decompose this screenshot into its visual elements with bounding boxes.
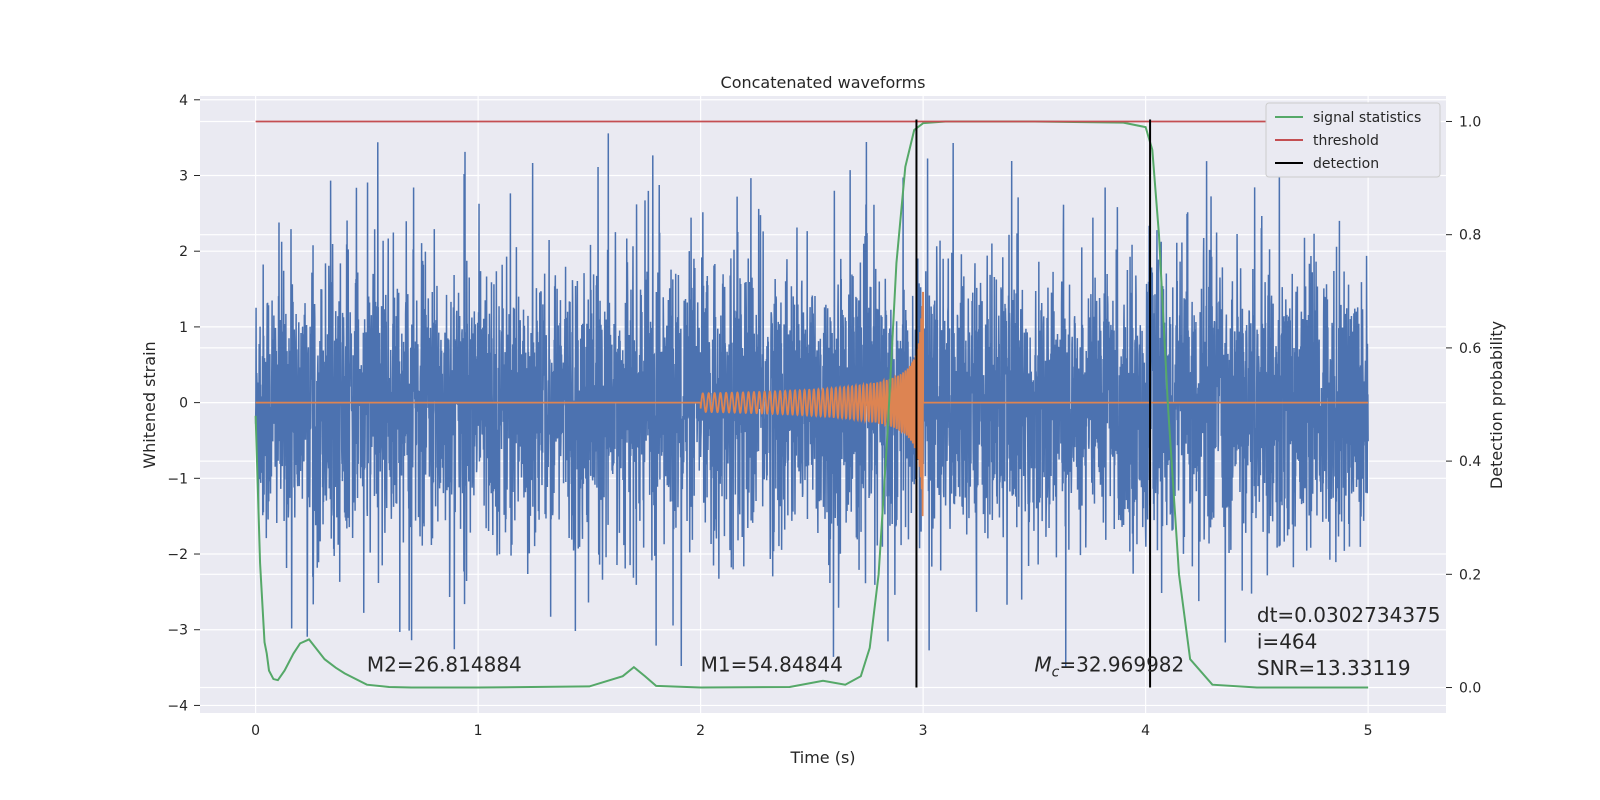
annotation-text: M2=26.814884 — [367, 652, 522, 676]
y2-tick-label: 0.6 — [1459, 341, 1481, 357]
x-tick-label: 5 — [1364, 723, 1373, 739]
y-tick-label: −1 — [167, 471, 188, 487]
y-tick-label: −4 — [167, 698, 188, 714]
annotation-text: SNR=13.33119 — [1257, 656, 1411, 680]
legend-box — [1265, 102, 1441, 178]
legend-label-signal-statistics: signal statistics — [1313, 110, 1421, 126]
x-tick-label: 2 — [696, 723, 705, 739]
y-axis-ticks: −4 −3 −2 −1 0 1 2 3 4 — [167, 93, 200, 714]
legend: signal statistics threshold detection — [1265, 102, 1441, 178]
x-tick-label: 3 — [919, 723, 928, 739]
annotation-text: M1=54.84844 — [701, 652, 843, 676]
annotation-text: i=464 — [1257, 630, 1318, 654]
annotation-main: M — [1034, 652, 1051, 676]
y2-tick-label: 0.4 — [1459, 454, 1481, 470]
signal-statistics-series — [254, 120, 1369, 689]
y2-tick-label: 0.2 — [1459, 567, 1481, 583]
y-tick-label: 3 — [179, 168, 188, 184]
y2-axis-label: Detection probability — [1487, 321, 1506, 489]
annotation-main: SNR=13.33119 — [1257, 656, 1411, 680]
annotation-main: M1=54.84844 — [701, 652, 843, 676]
annotation-main: i=464 — [1257, 630, 1318, 654]
y-axis-label: Whitened strain — [140, 341, 159, 468]
x-tick-label: 1 — [474, 723, 483, 739]
x-tick-label: 0 — [251, 723, 260, 739]
annotation-main: dt=0.0302734375 — [1257, 603, 1441, 627]
chart-title: Concatenated waveforms — [721, 73, 926, 92]
y-tick-label: 0 — [179, 396, 188, 412]
annotation-text: dt=0.0302734375 — [1257, 603, 1441, 627]
annotation-text: Mc=32.969982 — [1034, 652, 1184, 680]
y-tick-label: −2 — [167, 547, 188, 563]
y-tick-label: −3 — [167, 623, 188, 639]
annotation-subscript: c — [1052, 664, 1060, 680]
y2-axis-ticks: 0.0 0.2 0.4 0.6 0.8 1.0 — [1446, 114, 1481, 697]
strain-series — [254, 133, 1369, 668]
y2-tick-label: 0.8 — [1459, 228, 1481, 244]
y2-tick-label: 1.0 — [1459, 114, 1481, 130]
annotation-rest: =32.969982 — [1059, 652, 1184, 676]
legend-label-detection: detection — [1313, 156, 1379, 172]
template-series — [255, 291, 1369, 517]
x-axis-label: Time (s) — [789, 748, 855, 767]
x-axis-ticks: 0 1 2 3 4 5 — [251, 723, 1372, 739]
annotation-main: M2=26.814884 — [367, 652, 522, 676]
legend-label-threshold: threshold — [1313, 133, 1379, 149]
y-tick-label: 2 — [179, 244, 188, 260]
y-tick-label: 4 — [179, 93, 188, 109]
annotations: M2=26.814884 M1=54.84844 Mc=32.969982 dt=0.… — [367, 603, 1441, 680]
x-tick-label: 4 — [1141, 723, 1150, 739]
y2-tick-label: 0.0 — [1459, 681, 1481, 697]
y-tick-label: 1 — [179, 320, 188, 336]
